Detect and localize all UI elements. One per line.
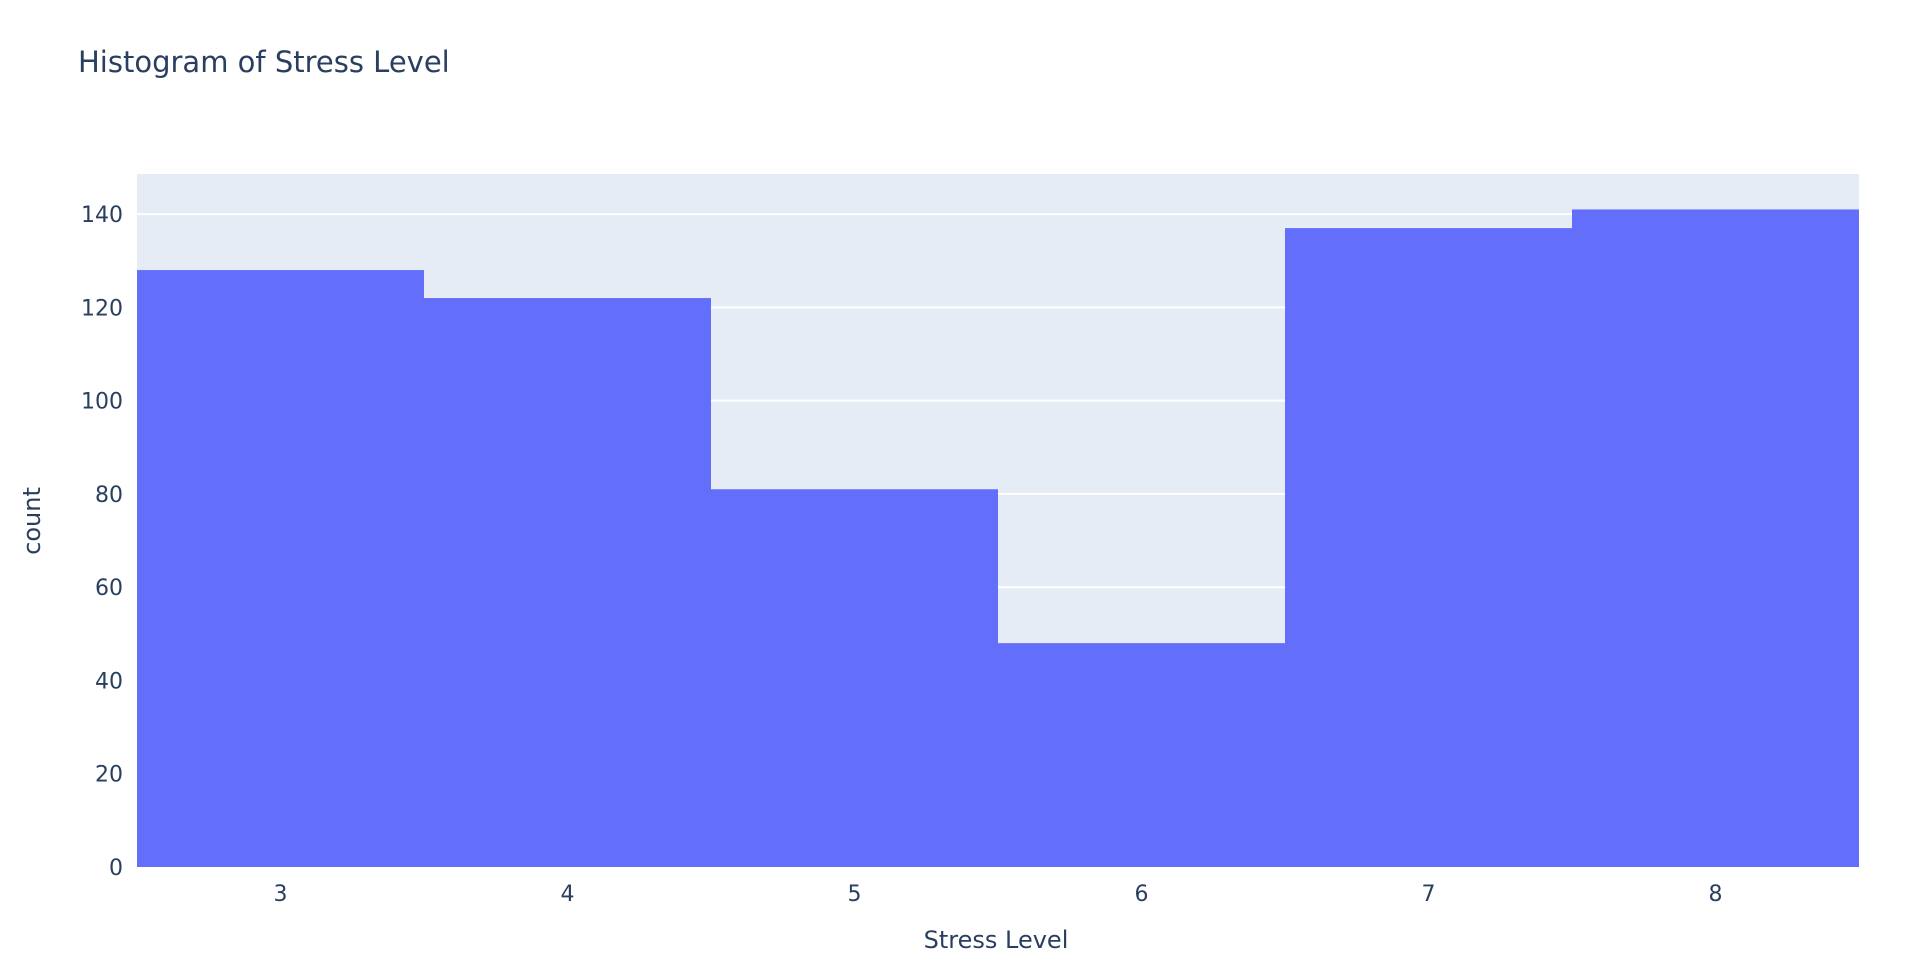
x-tick-label-3: 3 bbox=[274, 882, 288, 907]
y-tick-label-20: 20 bbox=[95, 763, 123, 788]
bar-3[interactable] bbox=[137, 270, 424, 868]
y-tick-label-120: 120 bbox=[81, 296, 123, 321]
x-axis-ticks: 3 4 5 6 7 8 bbox=[274, 882, 1723, 907]
y-axis-ticks: 0 20 40 60 80 100 120 140 bbox=[81, 203, 123, 881]
y-tick-label-60: 60 bbox=[95, 576, 123, 601]
bar-7[interactable] bbox=[1285, 228, 1572, 867]
x-tick-label-4: 4 bbox=[561, 882, 575, 907]
x-tick-label-8: 8 bbox=[1709, 882, 1723, 907]
bar-6[interactable] bbox=[998, 643, 1285, 867]
x-tick-label-7: 7 bbox=[1422, 882, 1436, 907]
x-tick-label-5: 5 bbox=[848, 882, 862, 907]
y-tick-label-80: 80 bbox=[95, 483, 123, 508]
y-axis-label: count bbox=[18, 487, 46, 555]
bar-8[interactable] bbox=[1572, 209, 1859, 867]
bars bbox=[137, 209, 1859, 868]
y-tick-label-100: 100 bbox=[81, 390, 123, 415]
bar-5[interactable] bbox=[711, 489, 998, 867]
y-tick-label-40: 40 bbox=[95, 669, 123, 694]
chart-title: Histogram of Stress Level bbox=[78, 45, 450, 79]
bar-4[interactable] bbox=[424, 298, 711, 867]
x-axis-label: Stress Level bbox=[924, 926, 1069, 954]
y-tick-label-0: 0 bbox=[109, 856, 123, 881]
y-tick-label-140: 140 bbox=[81, 203, 123, 228]
x-tick-label-6: 6 bbox=[1135, 882, 1149, 907]
